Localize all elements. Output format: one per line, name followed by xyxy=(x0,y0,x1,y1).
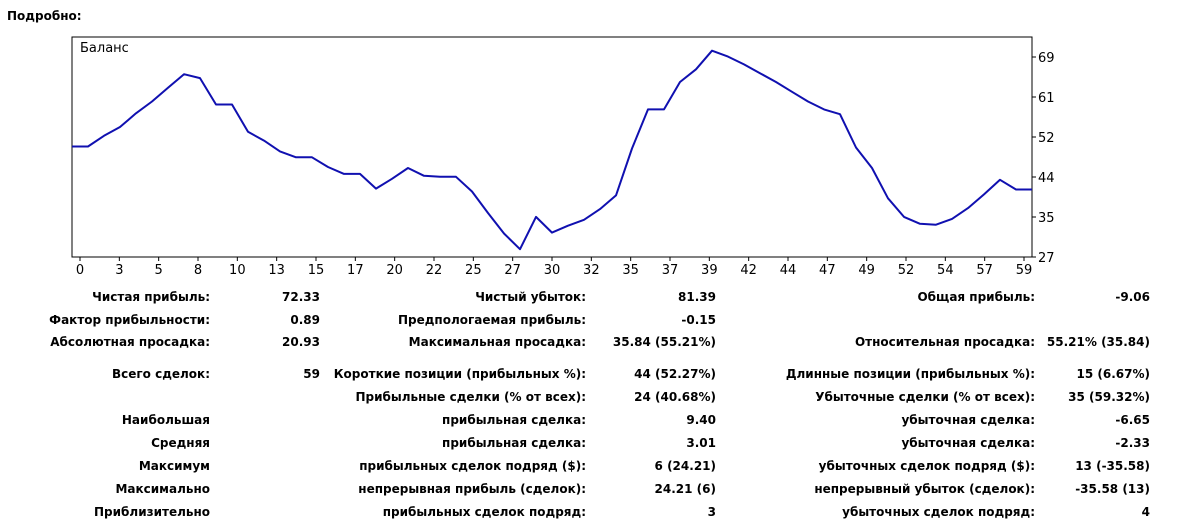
x-tick-label: 10 xyxy=(229,263,246,278)
x-tick-label: 22 xyxy=(426,263,443,278)
max-consec-profit-value: 24.21 (6) xyxy=(654,482,716,496)
x-tick-label: 52 xyxy=(898,263,915,278)
y-tick-label: 27 xyxy=(1038,251,1055,266)
max-consec-wins-value: 6 (24.21) xyxy=(654,459,716,473)
average-loss-label: убыточная сделка: xyxy=(901,436,1035,450)
absolute-drawdown-value: 20.93 xyxy=(282,335,320,349)
maximal-label: Максимально xyxy=(115,482,210,496)
x-tick-label: 57 xyxy=(976,263,993,278)
x-tick-label: 49 xyxy=(858,263,875,278)
x-tick-label: 3 xyxy=(115,263,123,278)
absolute-drawdown-label: Абсолютная просадка: xyxy=(50,335,210,349)
largest-loss-value: -6.65 xyxy=(1115,413,1150,427)
avg-consec-wins-value: 3 xyxy=(707,505,716,519)
profit-trades-label: Прибыльные сделки (% от всех): xyxy=(355,390,586,404)
x-tick-label: 39 xyxy=(701,263,718,278)
balance-series xyxy=(72,49,1032,251)
x-tick-label: 0 xyxy=(76,263,84,278)
relative-drawdown-label: Относительная просадка: xyxy=(854,335,1035,349)
max-consec-loss-value: -35.58 (13) xyxy=(1075,482,1150,496)
x-tick-label: 35 xyxy=(622,263,639,278)
loss-trades-value: 35 (59.32%) xyxy=(1068,390,1150,404)
max-consec-wins-label: прибыльных сделок подряд ($): xyxy=(359,459,586,473)
y-axis: 69 61 52 44 35 27 xyxy=(1032,51,1055,266)
x-tick-label: 59 xyxy=(1016,263,1033,278)
max-consec-profit-label: непрерывная прибыль (сделок): xyxy=(358,482,586,496)
avg-consec-losses-label: убыточных сделок подряд: xyxy=(842,505,1035,519)
x-tick-label: 42 xyxy=(740,263,757,278)
short-positions-value: 44 (52.27%) xyxy=(634,367,716,381)
x-tick-label: 47 xyxy=(819,263,836,278)
largest-profit-label: прибыльная сделка: xyxy=(442,413,586,427)
y-tick-label: 35 xyxy=(1038,211,1055,226)
x-axis: 0 3 5 8 10 13 15 17 20 22 25 27 30 32 35 37 39 42 44 47 49 52… xyxy=(76,257,1032,278)
short-positions-label: Короткие позиции (прибыльных %): xyxy=(333,367,586,381)
x-tick-label: 13 xyxy=(268,263,285,278)
net-loss-label: Чистый убыток: xyxy=(475,290,586,304)
long-positions-label: Длинные позиции (прибыльных %): xyxy=(785,367,1035,381)
average-loss-value: -2.33 xyxy=(1115,436,1150,450)
x-tick-label: 20 xyxy=(386,263,403,278)
max-consec-losses-value: 13 (-35.58) xyxy=(1075,459,1150,473)
max-consec-loss-label: непрерывный убыток (сделок): xyxy=(814,482,1035,496)
maximum-label: Максимум xyxy=(138,459,210,473)
x-tick-label: 54 xyxy=(937,263,954,278)
x-tick-label: 30 xyxy=(544,263,561,278)
profit-factor-value: 0.89 xyxy=(290,313,320,327)
x-tick-label: 32 xyxy=(583,263,600,278)
largest-profit-value: 9.40 xyxy=(686,413,716,427)
total-trades-label: Всего сделок: xyxy=(111,367,210,381)
page-heading: Подробно: xyxy=(7,9,82,23)
long-positions-value: 15 (6.67%) xyxy=(1076,367,1150,381)
maximal-drawdown-label: Максимальная просадка: xyxy=(408,335,586,349)
chart-title: Баланс xyxy=(80,41,129,56)
largest-label: Наибольшая xyxy=(121,413,210,427)
balance-line xyxy=(72,49,1032,251)
avg-consec-losses-value: 4 xyxy=(1141,505,1150,519)
x-tick-label: 44 xyxy=(780,263,797,278)
net-profit-label: Чистая прибыль: xyxy=(92,290,210,304)
balance-chart: Баланс 0 3 5 8 10 13 15 17 20 22 25 27 30 32 35 37 39 42 4… xyxy=(71,36,1055,278)
maximal-drawdown-value: 35.84 (55.21%) xyxy=(612,335,716,349)
x-tick-label: 17 xyxy=(347,263,364,278)
total-profit-label: Общая прибыль: xyxy=(917,290,1035,304)
profit-trades-value: 24 (40.68%) xyxy=(634,390,716,404)
total-trades-value: 59 xyxy=(303,367,320,381)
average-profit-label: прибыльная сделка: xyxy=(442,436,586,450)
relative-drawdown-value: 55.21% (35.84) xyxy=(1046,335,1150,349)
x-tick-label: 37 xyxy=(662,263,679,278)
net-profit-value: 72.33 xyxy=(282,290,320,304)
x-tick-label: 8 xyxy=(194,263,202,278)
chart-plot-area xyxy=(71,36,1033,258)
x-tick-label: 25 xyxy=(465,263,482,278)
approx-label: Приблизительно xyxy=(93,505,210,519)
expected-payoff-label: Предпологаемая прибыль: xyxy=(397,313,586,327)
avg-consec-wins-label: прибыльных сделок подряд: xyxy=(382,505,586,519)
y-tick-label: 44 xyxy=(1038,171,1055,186)
expected-payoff-value: -0.15 xyxy=(681,313,716,327)
average-label: Средняя xyxy=(151,436,210,450)
largest-loss-label: убыточная сделка: xyxy=(901,413,1035,427)
profit-factor-label: Фактор прибыльности: xyxy=(49,313,210,327)
total-profit-value: -9.06 xyxy=(1115,290,1150,304)
loss-trades-label: Убыточные сделки (% от всех): xyxy=(815,390,1035,404)
average-profit-value: 3.01 xyxy=(686,436,716,450)
y-tick-label: 52 xyxy=(1038,131,1055,146)
x-tick-label: 27 xyxy=(504,263,521,278)
max-consec-losses-label: убыточных сделок подряд ($): xyxy=(818,459,1035,473)
x-tick-label: 5 xyxy=(155,263,163,278)
net-loss-value: 81.39 xyxy=(678,290,716,304)
y-tick-label: 69 xyxy=(1038,51,1055,66)
x-tick-label: 15 xyxy=(308,263,325,278)
y-tick-label: 61 xyxy=(1038,91,1055,106)
